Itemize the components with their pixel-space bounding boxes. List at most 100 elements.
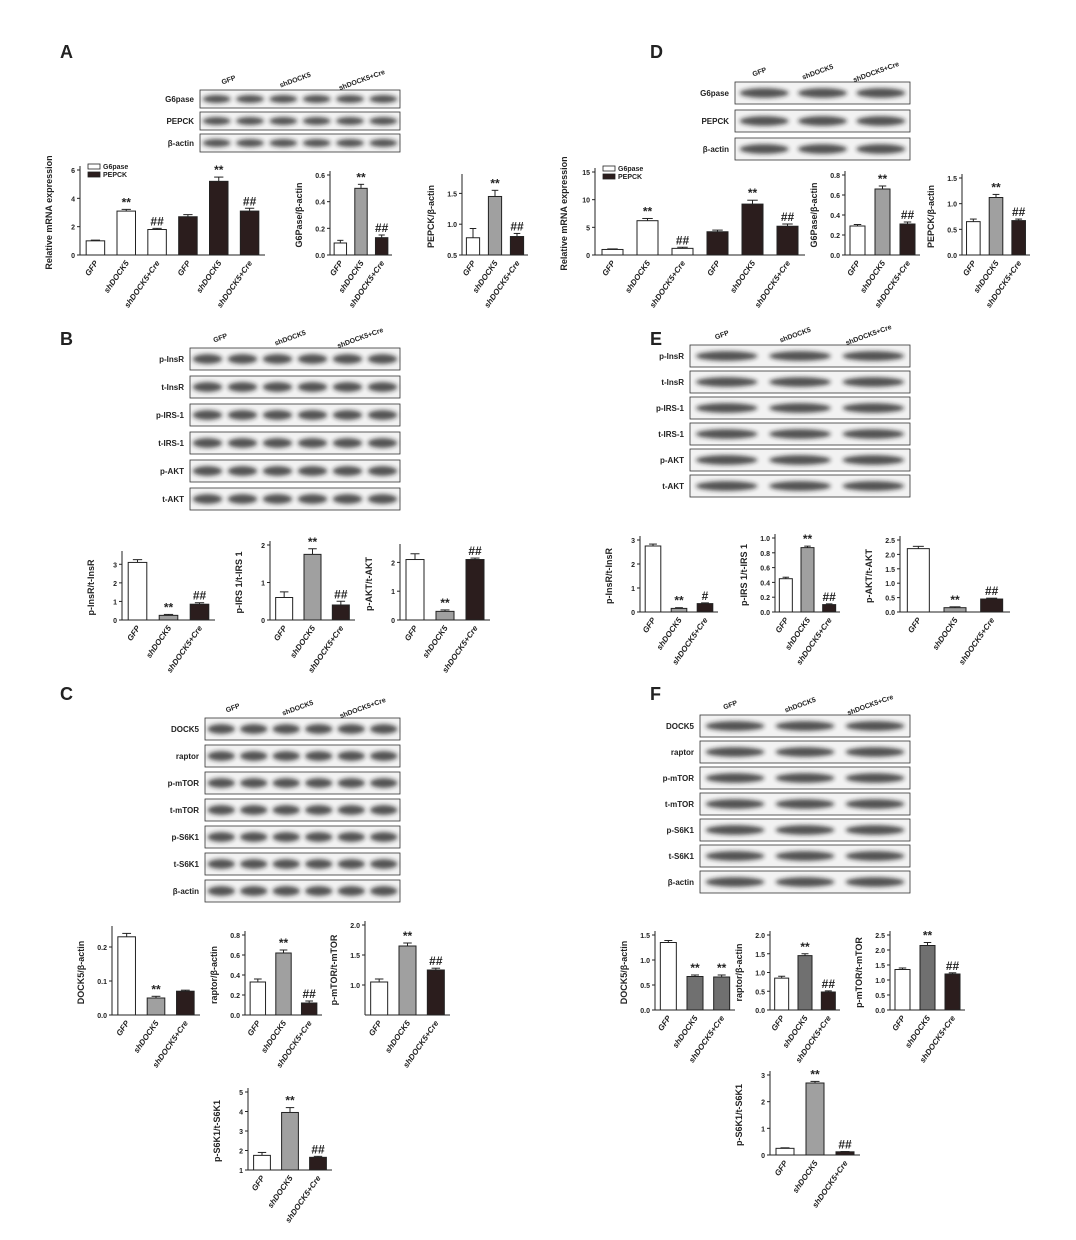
- bar: [303, 553, 322, 621]
- y-tick-label: 2: [761, 1100, 765, 1107]
- blot-band: [856, 116, 906, 126]
- blot-band: [297, 410, 328, 420]
- blot-band: [695, 377, 758, 387]
- bar: [966, 221, 981, 256]
- blot-band: [227, 382, 258, 392]
- bar: [943, 607, 967, 613]
- y-tick-label: 0.2: [760, 595, 770, 602]
- blot-label: β-actin: [668, 878, 694, 887]
- blot-label: t-IRS-1: [658, 430, 684, 439]
- blot-label: p-IRS-1: [656, 404, 685, 413]
- bar: [644, 545, 662, 613]
- legend-swatch: [87, 171, 101, 178]
- blot-band: [332, 354, 363, 364]
- blot-band: [227, 354, 258, 364]
- blot-band: [845, 747, 905, 757]
- blot-band: [236, 95, 264, 103]
- bar: [331, 604, 350, 621]
- significance-label: ##: [822, 977, 836, 991]
- blot-band: [240, 751, 268, 761]
- blot-label: t-mTOR: [665, 800, 694, 809]
- legend-swatch: [602, 165, 616, 172]
- blot-band: [370, 724, 398, 734]
- blot-band: [705, 851, 765, 861]
- blot-band: [272, 859, 300, 869]
- y-tick-label: 1.0: [885, 581, 895, 588]
- panel-letter: F: [650, 684, 661, 704]
- bar: [178, 216, 198, 256]
- blot-band: [367, 354, 398, 364]
- blot-label: t-S6K1: [669, 852, 695, 861]
- y-axis-label: PEPCK/β-actin: [426, 185, 436, 248]
- blot-band: [695, 455, 758, 465]
- bar: [894, 969, 911, 1011]
- y-tick-label: 0.0: [947, 253, 957, 260]
- blot-band: [739, 144, 789, 154]
- bar: [944, 973, 961, 1011]
- bar: [741, 203, 764, 256]
- blot-band: [845, 877, 905, 887]
- blot-band: [369, 95, 398, 103]
- blot-band: [305, 751, 333, 761]
- lane-label: GFP: [752, 67, 768, 79]
- significance-label: **: [164, 600, 174, 614]
- blot-band: [192, 354, 223, 364]
- significance-label: ##: [334, 587, 348, 601]
- blot-band: [236, 117, 264, 125]
- blot-band: [336, 95, 364, 103]
- blot-frame: [189, 403, 401, 427]
- blot-band: [336, 117, 364, 125]
- blot-band: [302, 117, 331, 125]
- blot-band: [845, 825, 905, 835]
- y-tick-label: 1.5: [640, 933, 650, 940]
- blot-band: [856, 144, 906, 154]
- y-tick-label: 1.0: [640, 958, 650, 965]
- panel-letter: A: [60, 42, 73, 62]
- y-axis-label: p-InsR/t-InsR: [604, 548, 614, 604]
- blot-label: p-InsR: [159, 355, 184, 364]
- y-axis-label: p-S6K1/t-S6K1: [212, 1100, 222, 1162]
- blot-band: [269, 139, 298, 147]
- blot-band: [337, 859, 365, 869]
- significance-label: **: [690, 961, 700, 975]
- significance-label: ##: [781, 210, 795, 224]
- blot-band: [842, 429, 905, 439]
- significance-label: ##: [243, 194, 257, 208]
- y-tick-label: 3: [239, 1129, 243, 1136]
- significance-label: ##: [1012, 205, 1026, 219]
- blot-label: p-IRS-1: [156, 411, 185, 420]
- blot-band: [207, 724, 235, 734]
- bar: [239, 210, 260, 256]
- panel-letter: C: [60, 684, 73, 704]
- blot-band: [367, 466, 398, 476]
- panel-letter: D: [650, 42, 663, 62]
- y-tick-label: 0.2: [315, 226, 325, 233]
- blot-label: PEPCK: [166, 117, 194, 126]
- bar: [249, 981, 267, 1016]
- y-tick-label: 0: [391, 618, 395, 625]
- bar: [797, 955, 813, 1011]
- blot-band: [769, 377, 831, 387]
- blot-band: [705, 721, 765, 731]
- blot-label: β-actin: [173, 887, 199, 896]
- y-tick-label: 2.0: [885, 552, 895, 559]
- y-tick-label: 0: [71, 253, 75, 260]
- blot-band: [775, 721, 835, 731]
- y-tick-label: 2: [113, 581, 117, 588]
- blot-band: [240, 724, 268, 734]
- blot-band: [695, 429, 758, 439]
- blot-band: [227, 410, 258, 420]
- significance-label: ##: [510, 219, 524, 233]
- y-tick-label: 1.5: [875, 963, 885, 970]
- legend-label: PEPCK: [103, 172, 127, 179]
- significance-label: ##: [985, 584, 999, 598]
- bar: [1011, 220, 1026, 256]
- blot-band: [207, 778, 235, 788]
- blot-band: [272, 751, 300, 761]
- bar: [117, 936, 136, 1016]
- blot-band: [369, 139, 398, 147]
- y-tick-label: 0.5: [640, 983, 650, 990]
- y-tick-label: 1.5: [885, 567, 895, 574]
- bar: [706, 231, 729, 256]
